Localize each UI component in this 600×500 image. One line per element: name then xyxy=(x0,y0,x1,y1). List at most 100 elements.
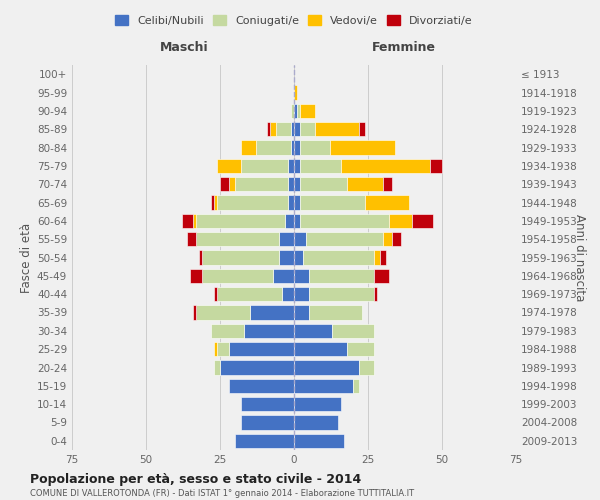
Bar xyxy=(294,104,297,118)
Bar xyxy=(341,158,430,173)
Bar xyxy=(241,158,288,173)
Bar xyxy=(359,122,365,136)
Bar xyxy=(256,140,291,154)
Bar xyxy=(196,306,250,320)
Bar xyxy=(315,122,359,136)
Bar xyxy=(392,232,401,246)
Bar xyxy=(306,232,383,246)
Bar xyxy=(282,287,294,302)
Bar xyxy=(294,177,300,192)
Bar xyxy=(285,214,294,228)
Bar xyxy=(291,122,294,136)
Bar xyxy=(374,250,380,264)
Bar xyxy=(412,214,433,228)
Bar xyxy=(294,86,297,100)
Bar xyxy=(380,250,386,264)
Text: Maschi: Maschi xyxy=(160,41,209,54)
Bar xyxy=(300,140,329,154)
Bar xyxy=(250,306,294,320)
Bar xyxy=(217,287,282,302)
Bar xyxy=(182,214,193,228)
Bar xyxy=(235,434,294,448)
Bar xyxy=(300,196,365,209)
Bar xyxy=(211,324,244,338)
Bar xyxy=(271,122,276,136)
Bar xyxy=(214,196,217,209)
Bar xyxy=(294,268,309,283)
Bar xyxy=(383,232,392,246)
Bar xyxy=(329,140,395,154)
Bar xyxy=(309,287,374,302)
Bar xyxy=(235,177,288,192)
Bar xyxy=(300,104,315,118)
Bar xyxy=(347,342,374,356)
Bar xyxy=(365,196,409,209)
Bar xyxy=(294,378,353,393)
Bar xyxy=(383,177,392,192)
Bar xyxy=(268,122,271,136)
Text: COMUNE DI VALLEROTONDA (FR) - Dati ISTAT 1° gennaio 2014 - Elaborazione TUTTITAL: COMUNE DI VALLEROTONDA (FR) - Dati ISTAT… xyxy=(30,489,414,498)
Bar xyxy=(300,177,347,192)
Bar xyxy=(332,324,374,338)
Bar xyxy=(294,416,338,430)
Bar xyxy=(214,360,220,374)
Y-axis label: Fasce di età: Fasce di età xyxy=(20,222,33,292)
Bar xyxy=(294,324,332,338)
Bar xyxy=(291,140,294,154)
Bar xyxy=(202,268,273,283)
Bar xyxy=(294,122,300,136)
Bar xyxy=(244,324,294,338)
Bar xyxy=(279,250,294,264)
Bar xyxy=(229,378,294,393)
Bar xyxy=(279,232,294,246)
Bar xyxy=(211,196,214,209)
Bar xyxy=(288,196,294,209)
Bar xyxy=(193,214,196,228)
Bar xyxy=(353,378,359,393)
Bar xyxy=(217,196,288,209)
Bar xyxy=(196,232,279,246)
Bar xyxy=(303,250,374,264)
Bar xyxy=(288,177,294,192)
Bar xyxy=(220,360,294,374)
Bar xyxy=(199,250,202,264)
Bar xyxy=(294,306,309,320)
Bar xyxy=(430,158,442,173)
Bar xyxy=(294,214,300,228)
Bar xyxy=(297,104,300,118)
Bar xyxy=(288,158,294,173)
Bar xyxy=(359,360,374,374)
Bar xyxy=(229,177,235,192)
Bar xyxy=(294,250,303,264)
Bar xyxy=(217,342,229,356)
Bar xyxy=(294,196,300,209)
Bar xyxy=(193,306,196,320)
Bar xyxy=(374,268,389,283)
Bar xyxy=(241,140,256,154)
Bar xyxy=(374,287,377,302)
Bar xyxy=(273,268,294,283)
Bar xyxy=(241,397,294,411)
Bar xyxy=(309,268,374,283)
Bar xyxy=(294,360,359,374)
Bar xyxy=(187,232,196,246)
Bar xyxy=(294,140,300,154)
Bar xyxy=(229,342,294,356)
Y-axis label: Anni di nascita: Anni di nascita xyxy=(573,214,586,301)
Bar xyxy=(202,250,279,264)
Bar xyxy=(220,177,229,192)
Bar xyxy=(300,214,389,228)
Bar xyxy=(294,287,309,302)
Bar xyxy=(294,434,344,448)
Bar xyxy=(347,177,383,192)
Text: Popolazione per età, sesso e stato civile - 2014: Popolazione per età, sesso e stato civil… xyxy=(30,472,361,486)
Text: Femmine: Femmine xyxy=(371,41,436,54)
Bar xyxy=(291,104,294,118)
Bar xyxy=(300,158,341,173)
Bar xyxy=(294,232,306,246)
Bar xyxy=(294,158,300,173)
Bar xyxy=(276,122,291,136)
Bar xyxy=(294,397,341,411)
Bar xyxy=(389,214,412,228)
Bar xyxy=(294,342,347,356)
